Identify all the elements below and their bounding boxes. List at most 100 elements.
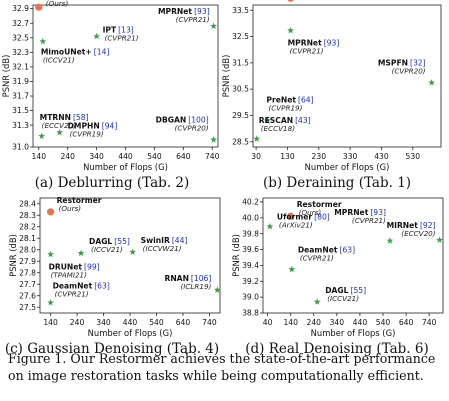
y-tick-label: 27.5 xyxy=(19,303,36,312)
point-label: DBGAN [100] xyxy=(156,116,209,125)
method-point-marker xyxy=(210,136,218,143)
ours-point-marker xyxy=(35,3,43,11)
point-label: DeamNet [63] xyxy=(298,245,355,254)
point-name: MPRNet xyxy=(334,208,368,217)
x-tick-label: 340 xyxy=(96,318,111,327)
method-point-marker xyxy=(263,117,271,124)
point-citation: [58] xyxy=(73,113,89,122)
point-citation: [80] xyxy=(314,213,330,222)
x-tick-label: 640 xyxy=(176,318,191,327)
point-citation: [32] xyxy=(410,59,426,68)
y-tick-label: 32.5 xyxy=(12,33,29,42)
x-tick-label: 640 xyxy=(399,318,414,327)
y-tick-label: 28.1 xyxy=(19,234,36,243)
point-name: IPT xyxy=(103,25,117,34)
x-tick-label: 540 xyxy=(149,318,164,327)
y-tick-label: 27.9 xyxy=(19,257,36,266)
point-name: Restormer xyxy=(297,200,342,209)
x-tick-label: 430 xyxy=(374,152,389,161)
point-venue: (ECCV18) xyxy=(261,124,295,133)
y-tick-label: 32.1 xyxy=(12,62,29,71)
method-point-marker xyxy=(77,249,85,257)
plot-frame xyxy=(262,197,444,314)
point-citation: [43] xyxy=(295,116,311,125)
point-name: MimoUNet+ xyxy=(41,47,92,56)
point-venue: (ArXiv21) xyxy=(279,221,313,230)
point-venue: (CVPR20) xyxy=(392,67,426,76)
point-label: MTRNN [58] xyxy=(40,113,89,122)
method-point-marker xyxy=(288,265,296,273)
point-name: MTRNN xyxy=(40,113,71,122)
point-label: MIRNet [92] xyxy=(387,221,436,230)
point-venue: (ICLR19) xyxy=(180,282,211,291)
chart-real-denoising-svg: 40 140 240 340 440 540 640 740 38.8 39.0 39.2 39.4 3… xyxy=(231,197,444,338)
y-tick-label: 39.2 xyxy=(242,277,259,286)
method-point-marker xyxy=(39,37,47,45)
x-tick-label: 240 xyxy=(307,318,322,327)
chart-gaussian-denoising: 140 240 340 440 540 640 740 27.5 27.6 27.7 27.8 27.… xyxy=(0,193,224,369)
point-name: DRUNet xyxy=(49,262,83,271)
chart-deblurring: 140 240 340 440 540 640 740 31.0 31.3 31.5 31.7 31.… xyxy=(0,0,224,176)
y-tick-label: 38.8 xyxy=(242,309,259,318)
point-name: MPRNet xyxy=(288,39,322,48)
x-axis-label: Number of Flops (G) xyxy=(311,328,396,338)
method-point-marker xyxy=(266,222,274,230)
y-tick-label: 28.4 xyxy=(19,199,36,208)
y-tick-label: 28.5 xyxy=(232,137,249,146)
chart-deraining-svg: 30 130 230 330 430 530 28.5 29.5 30.5 31.5 32.5 33.… xyxy=(221,0,442,172)
y-axis-label: PSNR (dB) xyxy=(231,234,241,277)
y-tick-label: 31.0 xyxy=(12,143,29,152)
method-point-marker xyxy=(38,132,46,139)
y-axis-label: PSNR (dB) xyxy=(221,55,231,98)
point-label: Restormer xyxy=(297,200,342,209)
point-name: MPRNet xyxy=(158,7,192,16)
y-tick-label: 31.7 xyxy=(12,92,29,101)
y-tick-label: 32.5 xyxy=(232,32,249,41)
point-label: DeamNet [63] xyxy=(53,282,110,291)
point-venue: (CVPR20) xyxy=(175,124,209,133)
point-label: DMPHN [94] xyxy=(68,121,118,130)
point-venue: (Ours) xyxy=(299,208,322,217)
method-point-marker xyxy=(428,78,436,86)
x-tick-label: 740 xyxy=(202,318,217,327)
x-tick-label: 140 xyxy=(43,318,58,327)
point-name: DeamNet xyxy=(53,282,93,291)
method-point-marker xyxy=(313,298,321,305)
point-venue: (ICCV21) xyxy=(91,245,123,254)
x-tick-label: 140 xyxy=(283,318,298,327)
point-label: MPRNet [93] xyxy=(158,7,210,16)
point-venue: (Ours) xyxy=(59,204,82,213)
x-tick-label: 540 xyxy=(376,318,391,327)
x-tick-label: 440 xyxy=(353,318,368,327)
y-tick-label: 39.0 xyxy=(242,293,259,302)
point-label: MPRNet [93] xyxy=(334,208,386,217)
x-tick-label: 340 xyxy=(89,152,104,161)
chart-deblurring-svg: 140 240 340 440 540 640 740 31.0 31.3 31.5 31.7 31.… xyxy=(1,0,220,172)
point-name: MIRNet xyxy=(387,221,419,230)
point-name: RESCAN xyxy=(259,116,293,125)
y-axis-label: PSNR (dB) xyxy=(1,55,11,98)
caption-real-denoising: (d) Real Denoising (Tab. 6) xyxy=(245,341,429,357)
method-point-marker xyxy=(253,135,261,142)
point-citation: [94] xyxy=(102,121,118,130)
point-citation: [55] xyxy=(114,237,130,246)
y-tick-label: 39.8 xyxy=(242,229,259,238)
y-tick-label: 28.0 xyxy=(19,245,36,254)
x-tick-label: 530 xyxy=(406,152,421,161)
y-tick-label: 27.7 xyxy=(19,280,36,289)
point-name: MSPFN xyxy=(378,59,408,68)
y-tick-label: 40.0 xyxy=(242,213,259,222)
ours-point-marker xyxy=(287,0,294,2)
y-tick-label: 31.5 xyxy=(12,106,29,115)
point-name: RNAN xyxy=(164,274,188,283)
point-venue: (CVPR21) xyxy=(55,290,89,299)
point-venue: (ICCVW21) xyxy=(143,244,182,253)
point-name: Restormer xyxy=(57,196,102,205)
point-label: DRUNet [99] xyxy=(49,262,100,271)
point-name: DMPHN xyxy=(68,121,100,130)
point-name: SwinIR xyxy=(141,236,170,245)
x-tick-label: 230 xyxy=(312,152,327,161)
point-venue: (TPAMI21) xyxy=(51,270,88,279)
point-label: RESCAN [43] xyxy=(259,116,311,125)
method-point-marker xyxy=(436,236,443,243)
